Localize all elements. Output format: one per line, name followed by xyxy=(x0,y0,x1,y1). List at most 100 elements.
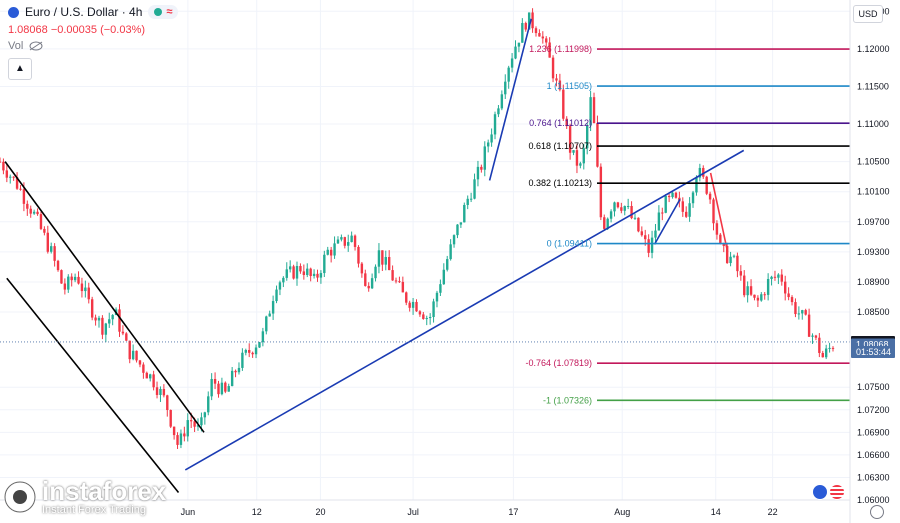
candle-body xyxy=(381,250,384,265)
candle-body xyxy=(56,260,60,271)
trendline xyxy=(184,149,745,471)
candle-body xyxy=(411,301,415,308)
candle-body xyxy=(753,294,756,298)
candlestick-series xyxy=(0,8,835,449)
candle-body xyxy=(251,352,254,355)
market-open-icon xyxy=(154,8,163,16)
candle-body xyxy=(637,217,640,232)
candle-body xyxy=(50,246,53,252)
symbol-header[interactable]: Euro / U.S. Dollar · 4h ≈ xyxy=(8,5,179,19)
y-tick-label: 1.12000 xyxy=(857,44,890,54)
candle-body xyxy=(306,268,309,276)
collapse-legend-button[interactable]: ▲ xyxy=(8,58,32,80)
candle-body xyxy=(108,319,111,324)
candle-body xyxy=(599,166,603,218)
candle-body xyxy=(828,347,831,349)
candle-body xyxy=(473,179,476,199)
grid-lines xyxy=(0,0,850,501)
x-tick-label: 20 xyxy=(315,507,325,517)
candle-body xyxy=(685,211,688,217)
candle-body xyxy=(159,388,162,395)
eye-slash-icon[interactable] xyxy=(29,41,43,51)
candle-body xyxy=(384,257,387,265)
candle-body xyxy=(644,235,647,240)
candle-body xyxy=(555,78,558,81)
fib-level-label: 0.382 (1.10213) xyxy=(528,178,592,188)
candle-body xyxy=(374,266,377,279)
candle-body xyxy=(333,243,336,256)
price-axis[interactable]: 1.125001.120001.115001.110001.105001.101… xyxy=(857,6,890,505)
candle-body xyxy=(155,387,159,395)
time-axis[interactable]: Jun 12 20 Jul 17 Aug 14 22 xyxy=(181,507,778,517)
candle-body xyxy=(67,276,70,290)
candle-body xyxy=(248,349,251,353)
candle-body xyxy=(606,218,609,229)
candle-body xyxy=(749,286,753,295)
y-tick-label: 1.06900 xyxy=(857,427,890,437)
y-tick-label: 1.06000 xyxy=(857,495,890,505)
candle-body xyxy=(500,94,504,109)
candle-body xyxy=(288,266,292,270)
y-tick-label: 1.06600 xyxy=(857,450,890,460)
wave-icon: ≈ xyxy=(166,6,173,18)
candle-body xyxy=(760,294,763,301)
candle-body xyxy=(623,206,626,211)
y-tick-label: 1.09300 xyxy=(857,247,890,257)
x-tick-label: 12 xyxy=(252,507,262,517)
candle-body xyxy=(705,176,708,194)
candle-body xyxy=(135,350,138,361)
candle-body xyxy=(145,372,148,379)
candle-body xyxy=(654,230,657,238)
trendline xyxy=(653,198,681,245)
candle-body xyxy=(179,433,183,445)
candle-body xyxy=(367,285,370,289)
candle-body xyxy=(463,204,466,223)
candle-body xyxy=(483,146,486,170)
trendlines xyxy=(4,18,745,493)
candle-body xyxy=(237,367,241,373)
candle-body xyxy=(674,192,678,198)
candle-body xyxy=(162,388,166,396)
candle-body xyxy=(780,274,783,282)
symbol-title[interactable]: Euro / U.S. Dollar · 4h xyxy=(25,5,143,19)
fib-level-label: 0.764 (1.11012) xyxy=(529,118,592,128)
candle-body xyxy=(169,410,172,427)
market-status[interactable]: ≈ xyxy=(148,5,179,19)
candle-body xyxy=(350,235,353,243)
candle-body xyxy=(497,108,500,115)
candle-body xyxy=(575,150,579,166)
candle-body xyxy=(285,269,288,278)
candle-body xyxy=(90,299,94,318)
candle-body xyxy=(73,276,77,281)
candle-body xyxy=(811,335,814,337)
candle-body xyxy=(217,383,220,395)
candle-body xyxy=(370,278,374,289)
candle-body xyxy=(527,12,531,30)
candle-body xyxy=(405,292,408,303)
candle-body xyxy=(790,297,794,303)
candle-body xyxy=(220,382,224,395)
candle-body xyxy=(43,228,46,233)
candle-body xyxy=(640,231,644,236)
currency-button[interactable]: USD xyxy=(853,5,883,23)
candle-body xyxy=(695,177,698,193)
candle-body xyxy=(422,314,425,319)
candle-body xyxy=(118,309,121,332)
volume-legend[interactable]: Vol xyxy=(8,40,43,52)
trendline xyxy=(709,172,729,253)
settings-gear-icon[interactable] xyxy=(870,505,884,519)
fib-level-label: 1 (1.11505) xyxy=(547,81,592,91)
y-tick-label: 1.11000 xyxy=(857,119,889,129)
candle-body xyxy=(531,12,534,29)
candle-body xyxy=(323,254,326,274)
x-tick-label: 17 xyxy=(508,507,518,517)
candle-body xyxy=(63,283,67,290)
candle-body xyxy=(97,317,101,321)
candle-body xyxy=(691,192,695,204)
candle-body xyxy=(541,36,545,39)
candle-body xyxy=(698,167,702,178)
candle-body xyxy=(418,311,422,315)
candle-body xyxy=(70,276,73,281)
candle-body xyxy=(186,420,189,437)
